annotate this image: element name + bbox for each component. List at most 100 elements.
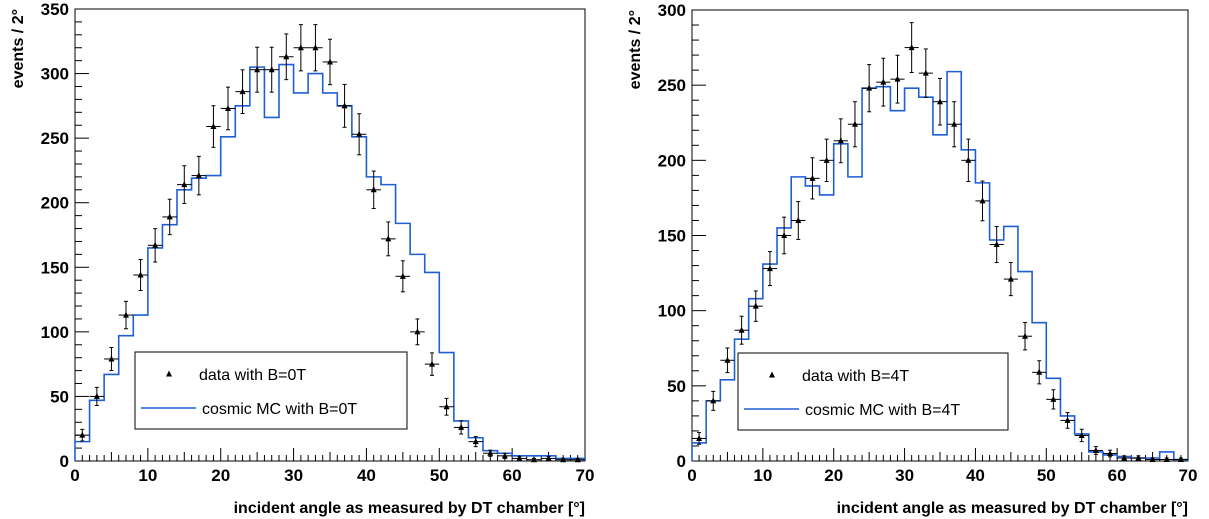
chart-2-x-axis-title: incident angle as measured by DT chamber… bbox=[837, 500, 1188, 517]
chart-1-y-tick-label: 100 bbox=[41, 323, 69, 342]
chart-2-data-point bbox=[890, 54, 905, 104]
chart-2-data-point bbox=[989, 225, 1004, 264]
chart-2-y-tick-label: 100 bbox=[658, 302, 686, 321]
chart-1-data-marker bbox=[93, 392, 100, 399]
chart-1-data-marker bbox=[356, 130, 363, 137]
chart-2-data-point bbox=[975, 180, 990, 222]
chart-2-data-points bbox=[692, 22, 1188, 462]
chart-1-data-point bbox=[366, 170, 381, 210]
chart-1-x-tick-label: 50 bbox=[430, 466, 449, 485]
chart-2-x-tick-label: 70 bbox=[1179, 466, 1198, 485]
chart-2-y-tick-label: 250 bbox=[658, 76, 686, 95]
chart-2-data-marker bbox=[1064, 416, 1071, 423]
chart-1-legend-label-mc: cosmic MC with B=0T bbox=[202, 401, 357, 418]
chart-1-data-point bbox=[497, 452, 513, 459]
chart-2-data-marker bbox=[880, 78, 887, 85]
chart-2-data-point bbox=[862, 64, 877, 113]
chart-1-y-tick-label: 50 bbox=[50, 387, 69, 406]
chart-1-data-point bbox=[570, 456, 585, 463]
chart-2-data-point bbox=[918, 48, 933, 98]
chart-1-legend: data with B=0T cosmic MC with B=0T bbox=[134, 351, 408, 430]
chart-2-y-tick-label: 200 bbox=[658, 151, 686, 170]
chart-2-data-point bbox=[762, 251, 778, 287]
chart-2-data-point bbox=[692, 432, 707, 445]
chart-1-data-marker bbox=[297, 44, 304, 51]
chart-2-data-point bbox=[1102, 449, 1118, 458]
chart-1-x-axis-title: incident angle as measured by DT chamber… bbox=[234, 500, 585, 517]
chart-1-x-axis: 0 10 20 30 40 50 60 70 bbox=[70, 448, 594, 485]
chart-2-data-marker bbox=[922, 69, 929, 76]
chart-1-data-point bbox=[89, 386, 105, 406]
chart-1-data-marker bbox=[531, 456, 537, 463]
chart-1-x-tick-label: 10 bbox=[138, 466, 157, 485]
chart-2-data-point bbox=[961, 138, 976, 183]
chart-1-y-tick-label: 150 bbox=[41, 258, 69, 277]
chart-2-data-point bbox=[706, 390, 721, 411]
chart-1-data-point bbox=[439, 397, 454, 416]
chart-1-data-marker bbox=[341, 102, 348, 109]
chart-1-data-marker bbox=[195, 172, 202, 179]
chart-1-y-tick-label: 200 bbox=[41, 194, 69, 213]
chart-2-data-point bbox=[1003, 262, 1018, 297]
chart-2-data-marker bbox=[965, 156, 972, 163]
chart-2-legend-label-mc: cosmic MC with B=4T bbox=[805, 402, 960, 419]
chart-2-data-marker bbox=[809, 174, 816, 181]
chart-2-data-marker bbox=[1022, 332, 1029, 339]
chart-1-legend-label-data: data with B=0T bbox=[199, 367, 306, 384]
chart-1-data-point bbox=[235, 69, 250, 114]
chart-2-data-point bbox=[847, 101, 863, 148]
chart-2-data-marker bbox=[866, 84, 873, 91]
chart-2-data-marker bbox=[908, 44, 915, 51]
chart-1-data-marker bbox=[516, 454, 523, 461]
chart-2-data-point bbox=[947, 101, 962, 148]
chart-2-data-marker bbox=[781, 232, 788, 238]
chart-1-data-marker bbox=[181, 181, 188, 188]
chart-2-mc-histogram bbox=[691, 70, 1189, 461]
chart-1-data-point bbox=[337, 83, 352, 128]
chart-1-data-point bbox=[133, 259, 148, 292]
chart-2-data-marker bbox=[1177, 455, 1184, 462]
chart-1-x-tick-label: 30 bbox=[284, 466, 303, 485]
chart-1-data-marker bbox=[152, 241, 159, 248]
chart-2-data-marker bbox=[979, 197, 986, 204]
chart-1-y-tick-label: 250 bbox=[41, 129, 69, 148]
chart-2-y-tick-label: 150 bbox=[658, 227, 686, 246]
chart-2-data-point bbox=[1060, 412, 1075, 429]
chart-2-data-point bbox=[904, 22, 919, 74]
chart-1-data-points bbox=[75, 24, 585, 463]
chart-1-data-point bbox=[468, 436, 483, 448]
chart-1-y-tick-label: 350 bbox=[41, 0, 69, 19]
chart-1-data-point bbox=[322, 38, 338, 86]
chart-1-data-point bbox=[453, 420, 469, 435]
chart-1-data-marker bbox=[399, 272, 406, 279]
chart-1-data-point bbox=[483, 449, 498, 457]
chart-1-data-marker bbox=[458, 423, 465, 430]
chart-2-y-tick-label: 300 bbox=[658, 1, 686, 20]
chart-2-data-marker bbox=[1007, 275, 1014, 282]
chart-1-data-marker bbox=[79, 431, 86, 438]
chart-2-legend-label-data: data with B=4T bbox=[802, 368, 909, 385]
chart-1-y-axis: 0 50 100 150 200 250 300 350 bbox=[41, 0, 89, 471]
chart-1-data-marker bbox=[472, 438, 479, 445]
chart-1-legend-marker-data bbox=[166, 370, 172, 377]
chart-1-data-marker bbox=[312, 44, 319, 51]
chart-1-data-marker bbox=[429, 360, 435, 367]
chart-2-data-marker bbox=[837, 137, 844, 144]
chart-1-data-marker bbox=[210, 123, 217, 130]
chart-1-data-marker bbox=[574, 456, 581, 463]
chart-1-data-point bbox=[191, 155, 207, 196]
chart-2-data-marker bbox=[724, 356, 731, 363]
chart-2-data-marker bbox=[1163, 455, 1170, 462]
chart-1-data-point bbox=[541, 454, 556, 461]
chart-2: 0 10 20 30 40 50 60 70 0 50 100 150 200 250 300 inciden… bbox=[627, 1, 1197, 517]
chart-2-data-marker bbox=[738, 326, 745, 333]
chart-2-legend-box bbox=[737, 352, 1009, 431]
chart-1-data-point bbox=[351, 113, 367, 156]
chart-2-data-point bbox=[1145, 455, 1160, 462]
chart-2-data-point bbox=[791, 201, 806, 240]
chart-2-x-tick-label: 40 bbox=[966, 466, 985, 485]
chart-2-data-point bbox=[833, 118, 848, 164]
chart-2-data-point bbox=[1032, 360, 1047, 385]
chart-2-data-point bbox=[1017, 322, 1033, 351]
